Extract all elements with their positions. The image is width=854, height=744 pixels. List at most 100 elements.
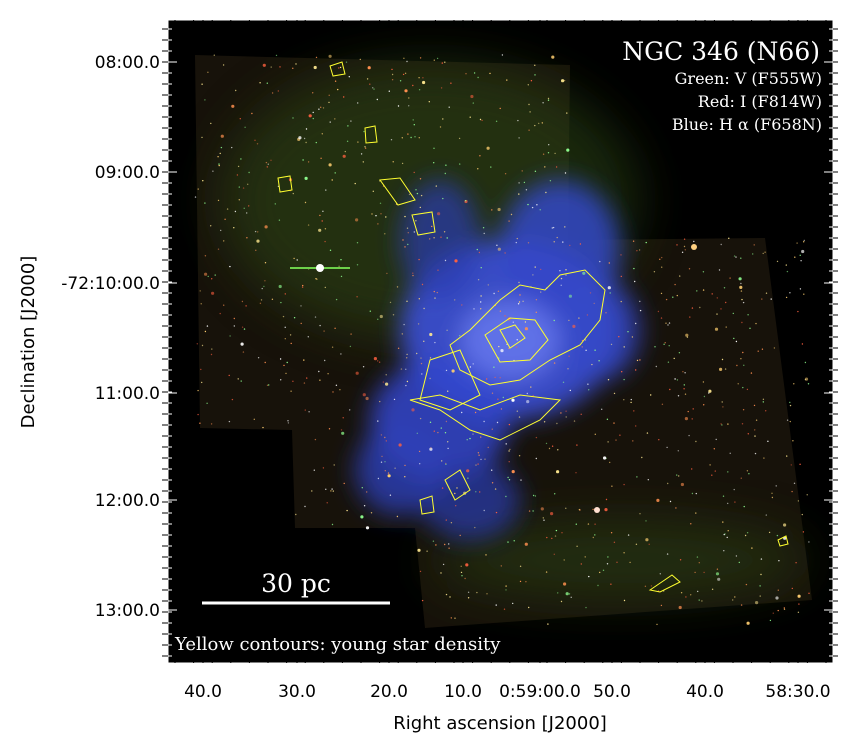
star <box>459 335 461 337</box>
star <box>740 358 742 360</box>
star <box>540 507 544 511</box>
star <box>435 544 437 546</box>
star <box>382 381 385 383</box>
star <box>518 193 520 195</box>
star <box>507 541 509 543</box>
star <box>586 314 589 316</box>
star <box>442 563 445 566</box>
star <box>667 361 670 363</box>
star <box>271 92 274 94</box>
star <box>504 252 506 254</box>
star <box>479 155 481 157</box>
star <box>493 366 495 368</box>
star <box>630 398 632 401</box>
star <box>740 604 743 606</box>
star <box>475 491 477 493</box>
star <box>623 346 625 348</box>
star <box>491 392 494 394</box>
star <box>362 161 364 163</box>
star <box>210 225 212 227</box>
star <box>677 395 680 397</box>
star <box>738 561 740 564</box>
star <box>668 345 670 347</box>
star <box>248 171 250 174</box>
star <box>548 144 550 146</box>
star <box>223 304 225 306</box>
star <box>553 241 555 243</box>
star <box>553 319 555 322</box>
star <box>210 353 213 356</box>
star <box>715 438 717 441</box>
star <box>399 80 402 82</box>
star <box>210 423 213 425</box>
star <box>483 232 485 235</box>
star <box>445 164 447 166</box>
y-tick-label: 08:00.0 <box>95 53 160 73</box>
star <box>559 270 561 272</box>
star <box>418 77 420 79</box>
star <box>665 298 668 301</box>
star <box>360 515 364 519</box>
star <box>695 440 697 443</box>
star <box>473 308 475 310</box>
star <box>355 371 359 375</box>
star <box>238 199 240 201</box>
star <box>717 577 721 581</box>
star <box>417 548 421 552</box>
star <box>627 534 630 536</box>
star <box>740 282 742 285</box>
star <box>728 237 730 239</box>
star <box>217 156 219 158</box>
star <box>678 475 680 477</box>
star <box>639 309 642 312</box>
star <box>631 336 634 338</box>
star <box>223 240 225 242</box>
star <box>472 433 474 435</box>
star <box>375 215 377 217</box>
star <box>413 124 415 126</box>
star <box>369 310 371 312</box>
star <box>308 114 312 118</box>
star <box>445 369 448 372</box>
star <box>384 470 386 472</box>
star <box>699 306 701 309</box>
star <box>690 594 692 596</box>
star <box>796 242 798 244</box>
star <box>469 366 472 368</box>
star <box>289 334 292 336</box>
star <box>803 293 805 295</box>
star <box>329 121 331 123</box>
star <box>313 469 315 471</box>
star <box>684 393 687 395</box>
star <box>508 450 510 452</box>
star <box>726 536 728 539</box>
star <box>278 219 281 221</box>
star <box>607 286 611 290</box>
star <box>292 67 294 70</box>
star <box>579 243 582 245</box>
star <box>803 241 805 243</box>
star <box>473 72 476 74</box>
star <box>553 553 555 555</box>
star <box>578 508 581 511</box>
star <box>798 603 800 605</box>
star <box>733 337 735 340</box>
star <box>440 572 442 574</box>
star <box>308 411 310 413</box>
star <box>684 417 689 421</box>
star <box>384 436 386 439</box>
star <box>611 485 613 487</box>
star <box>364 147 367 149</box>
star <box>732 599 734 601</box>
star <box>267 163 269 165</box>
star <box>629 561 631 564</box>
star <box>694 571 696 574</box>
star <box>467 597 470 599</box>
star <box>369 83 371 85</box>
star <box>530 386 532 388</box>
star <box>623 599 626 602</box>
legend-entry: Blue: H α (F658N) <box>672 115 822 134</box>
star <box>672 296 674 298</box>
star <box>460 565 462 567</box>
star <box>535 457 537 460</box>
